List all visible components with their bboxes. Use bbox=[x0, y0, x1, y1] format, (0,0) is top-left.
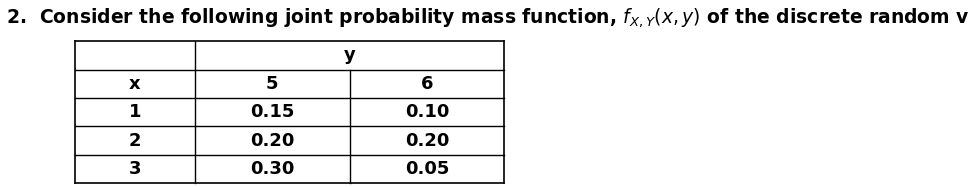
Text: 6: 6 bbox=[421, 75, 433, 93]
Text: 0.05: 0.05 bbox=[404, 160, 449, 178]
Text: 0.30: 0.30 bbox=[250, 160, 295, 178]
Text: 2.  Consider the following joint probability mass function, $f_{X,Y}(x, y)$ of t: 2. Consider the following joint probabil… bbox=[6, 6, 969, 28]
Text: x: x bbox=[129, 75, 141, 93]
Text: 2: 2 bbox=[128, 132, 141, 150]
Text: 3: 3 bbox=[128, 160, 141, 178]
Text: 0.10: 0.10 bbox=[404, 103, 449, 121]
Text: 0.20: 0.20 bbox=[404, 132, 449, 150]
Text: 0.20: 0.20 bbox=[250, 132, 295, 150]
Text: y: y bbox=[343, 46, 356, 64]
Text: 0.15: 0.15 bbox=[250, 103, 295, 121]
Text: 1: 1 bbox=[128, 103, 141, 121]
Text: 5: 5 bbox=[266, 75, 278, 93]
